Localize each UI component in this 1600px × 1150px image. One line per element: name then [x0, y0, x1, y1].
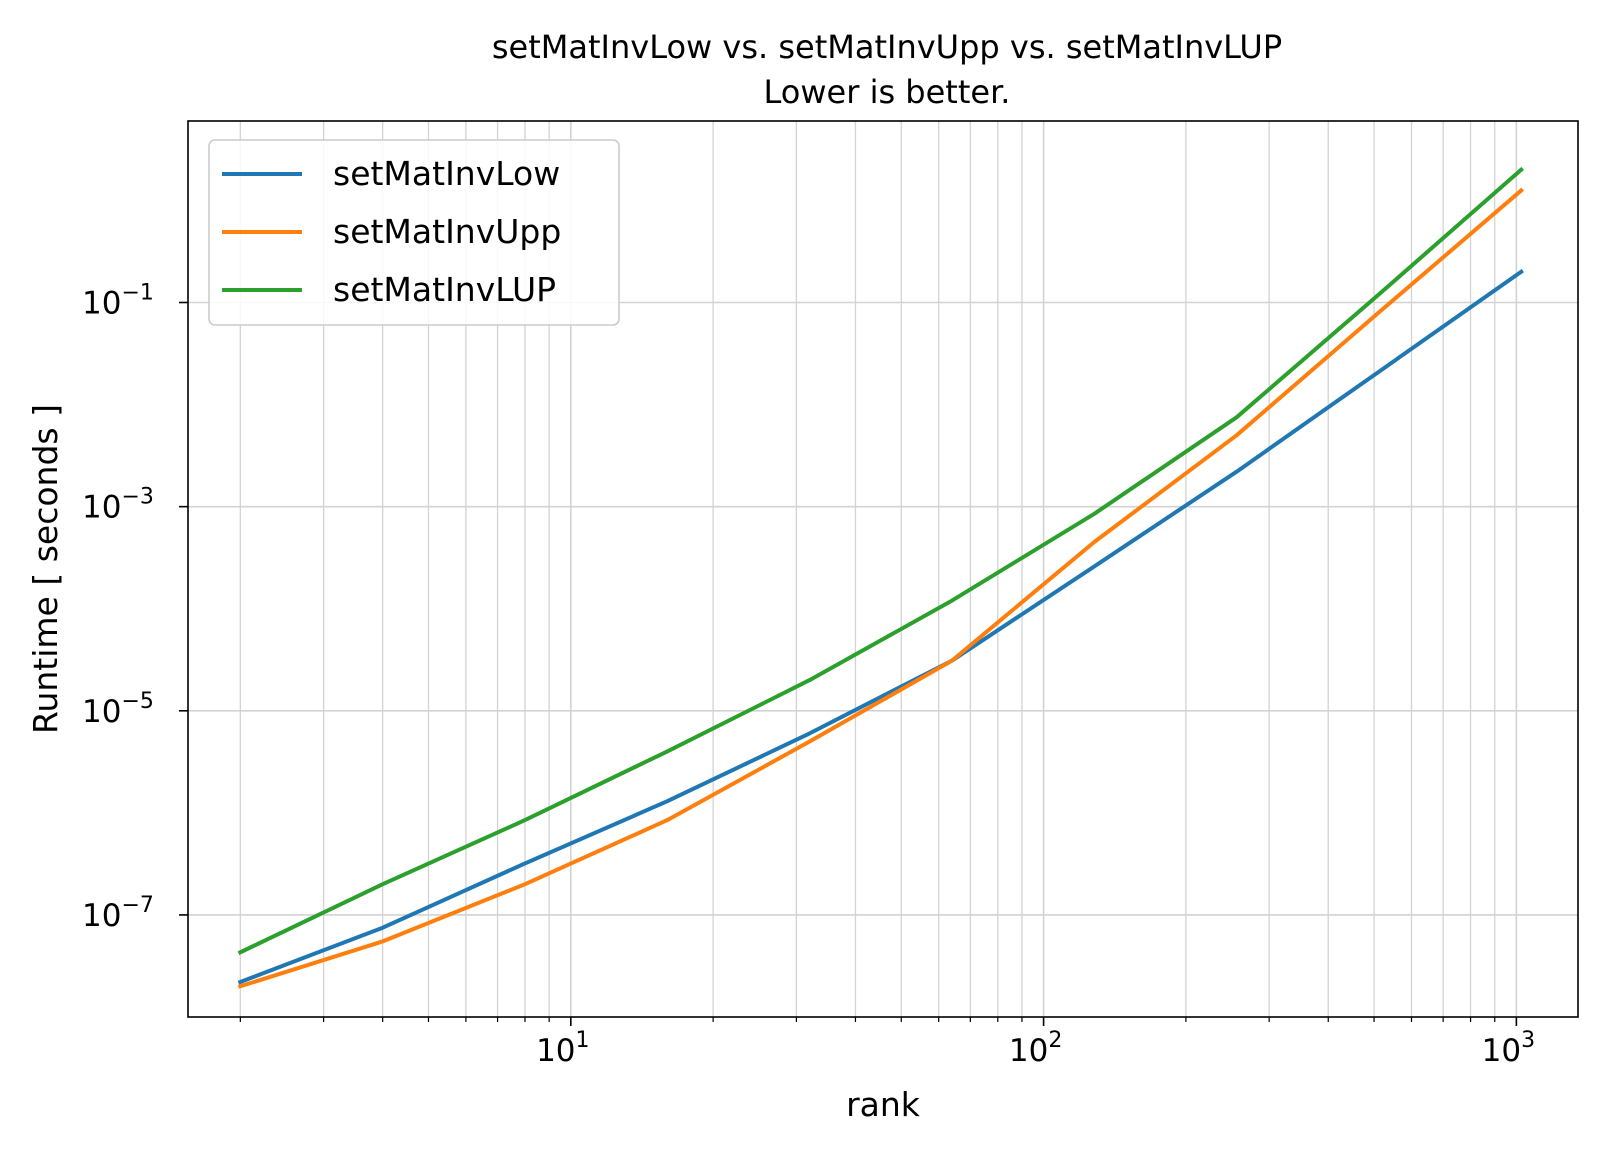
y-tick-label: 10−1: [82, 280, 154, 321]
chart-subtitle: Lower is better.: [764, 73, 1011, 111]
plot-lines: [237, 166, 1525, 989]
ticks: 101 102 103 10−7 10−5 10−3 10−1: [82, 280, 1535, 1069]
series-line-setMatInvLow: [237, 269, 1524, 985]
chart-title: setMatInvLow vs. setMatInvUpp vs. setMat…: [492, 28, 1282, 66]
x-tick-label: 102: [1009, 1028, 1062, 1069]
x-axis-label: rank: [846, 1085, 921, 1124]
series-line-setMatInvLUP: [237, 166, 1525, 955]
plot-frame: [187, 120, 1579, 1018]
legend-box: [208, 139, 620, 326]
legend: setMatInvLow setMatInvUpp setMatInvLUP: [208, 139, 620, 326]
y-axis-label: Runtime [ seconds ]: [26, 404, 65, 734]
y-tick-label: 10−7: [82, 893, 154, 934]
y-tick-label: 10−3: [82, 485, 154, 526]
legend-label: setMatInvUpp: [333, 212, 561, 251]
legend-label: setMatInvLUP: [333, 270, 556, 309]
y-tick-label: 10−5: [82, 689, 154, 730]
x-tick-label: 103: [1482, 1028, 1535, 1069]
legend-label: setMatInvLow: [333, 154, 560, 193]
x-tick-label: 101: [536, 1028, 589, 1069]
series-line-setMatInvUpp: [237, 187, 1525, 989]
